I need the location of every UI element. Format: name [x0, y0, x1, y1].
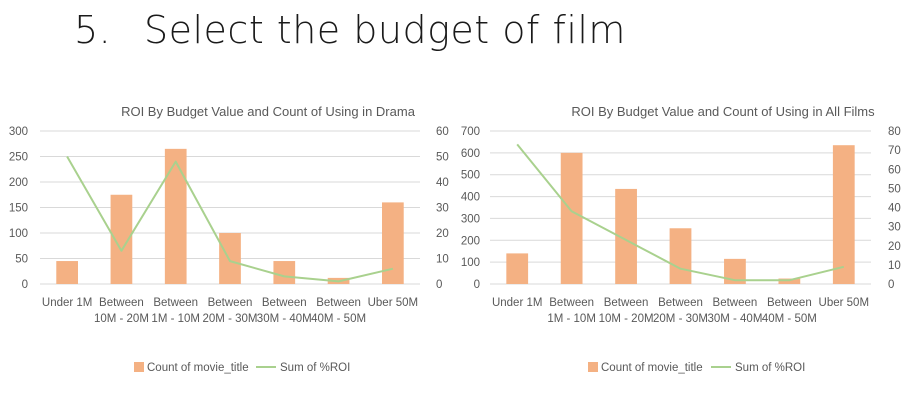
bar-count-of-movie-title	[110, 194, 133, 284]
chart-legend: Count of movie_title Sum of %ROI	[134, 362, 350, 374]
category-label: Uber 50M	[819, 297, 870, 309]
right-axis-tick-label: 70	[888, 145, 901, 157]
chart-0-content: ROI By Budget Value and Count of Using i…	[9, 104, 449, 374]
left-axis-tick-label: 150	[9, 203, 28, 215]
bar-count-of-movie-title	[669, 228, 692, 284]
bar-count-of-movie-title	[832, 145, 855, 284]
category-label: Between 10M - 20M	[94, 297, 149, 325]
right-axis-tick-label: 50	[436, 152, 449, 164]
legend-swatch-bar	[134, 362, 144, 372]
right-axis-tick-label: 80	[888, 126, 901, 138]
right-axis-tick-label: 10	[888, 260, 901, 272]
right-axis-tick-label: 30	[436, 203, 449, 215]
slide-title: 5. Select the budget of film	[74, 8, 626, 52]
bar-count-of-movie-title	[273, 261, 296, 284]
left-axis-tick-label: 300	[461, 213, 480, 225]
slide-title-text: Select the budget of film	[144, 8, 626, 52]
line-sum-of-roi	[66, 156, 394, 283]
bar-count-of-movie-title	[560, 152, 583, 284]
bar-count-of-movie-title	[164, 148, 187, 284]
left-axis-tick-label: 600	[461, 148, 480, 160]
bar-count-of-movie-title	[382, 202, 404, 284]
category-label: Uber 50M	[368, 297, 419, 309]
right-axis-tick-label: 60	[888, 164, 901, 176]
left-axis-tick-label: 50	[15, 254, 28, 266]
bar-count-of-movie-title	[219, 233, 241, 284]
category-label: Between 30M - 40M	[257, 297, 312, 325]
legend-label-line: Sum of %ROI	[735, 362, 805, 374]
right-axis-tick-label: 0	[436, 279, 442, 291]
line-sum-of-roi	[516, 143, 845, 282]
category-label: Between 40M - 50M	[311, 297, 366, 325]
right-axis-tick-label: 20	[436, 228, 449, 240]
left-axis-tick-label: 100	[9, 228, 28, 240]
right-axis-tick-label: 0	[888, 279, 894, 291]
bar-count-of-movie-title	[778, 278, 801, 284]
category-label: Between 40M - 50M	[762, 297, 817, 325]
left-axis-tick-label: 250	[9, 152, 28, 164]
bar-count-of-movie-title	[615, 188, 637, 284]
right-axis-tick-label: 30	[888, 222, 901, 234]
left-axis-tick-label: 200	[461, 235, 480, 247]
legend-swatch-bar	[588, 362, 598, 372]
right-axis-tick-label: 20	[888, 241, 901, 253]
chart-1-content: ROI By Budget Value and Count of Using i…	[461, 104, 901, 374]
drama-roi-chart: ROI By Budget Value and Count of Using i…	[9, 104, 449, 374]
legend-label-bar: Count of movie_title	[601, 362, 703, 374]
category-label: Between 20M - 30M	[203, 297, 258, 325]
category-label: Between 1M - 10M	[547, 297, 596, 325]
left-axis-tick-label: 700	[461, 126, 480, 138]
left-axis-tick-label: 0	[22, 279, 28, 291]
legend-label-bar: Count of movie_title	[147, 362, 249, 374]
right-axis-tick-label: 40	[436, 177, 449, 189]
left-axis-tick-label: 500	[461, 170, 480, 182]
chart-title: ROI By Budget Value and Count of Using i…	[121, 104, 416, 119]
category-label: Between 1M - 10M	[151, 297, 200, 325]
category-label: Between 20M - 30M	[653, 297, 708, 325]
chart-legend: Count of movie_title Sum of %ROI	[588, 362, 805, 374]
right-axis-tick-label: 60	[436, 126, 449, 138]
left-axis-tick-label: 100	[461, 257, 480, 269]
left-axis-tick-label: 200	[9, 177, 28, 189]
category-label: Under 1M	[492, 297, 543, 309]
bar-count-of-movie-title	[56, 261, 78, 284]
left-axis-tick-label: 400	[461, 192, 480, 204]
right-axis-tick-label: 50	[888, 183, 901, 195]
all-films-roi-chart: ROI By Budget Value and Count of Using i…	[461, 104, 901, 374]
slide-number: 5.	[74, 8, 112, 52]
legend-label-line: Sum of %ROI	[280, 362, 350, 374]
category-label: Under 1M	[42, 297, 93, 309]
category-label: Between 10M - 20M	[599, 297, 654, 325]
category-label: Between 30M - 40M	[707, 297, 762, 325]
chart-title: ROI By Budget Value and Count of Using i…	[571, 104, 875, 119]
bar-count-of-movie-title	[506, 253, 529, 284]
left-axis-tick-label: 300	[9, 126, 28, 138]
left-axis-tick-label: 0	[474, 279, 480, 291]
right-axis-tick-label: 10	[436, 254, 449, 266]
right-axis-tick-label: 40	[888, 203, 901, 215]
bar-count-of-movie-title	[724, 258, 746, 284]
